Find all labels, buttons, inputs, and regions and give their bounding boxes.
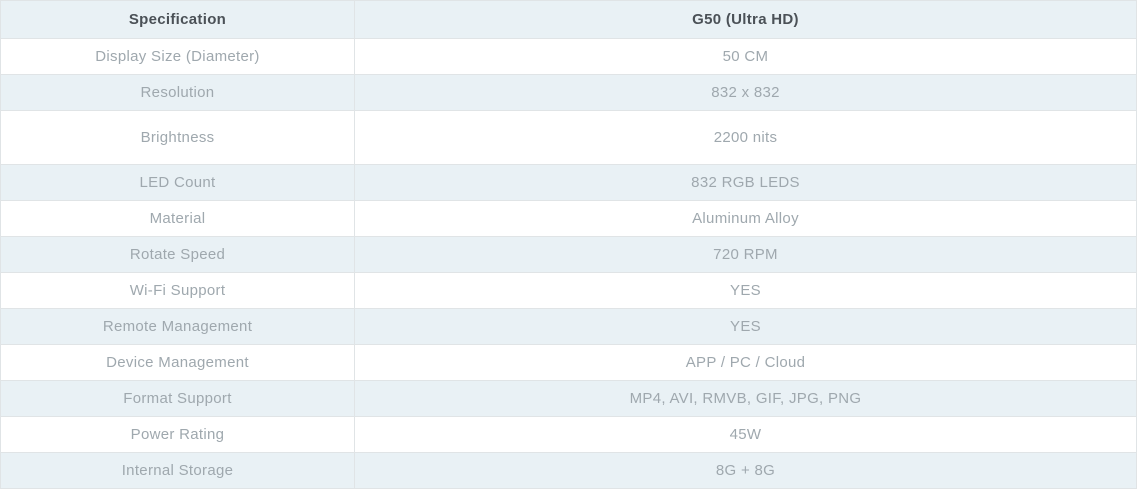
- table-row: Brightness 2200 nits: [0, 110, 1137, 165]
- value-cell: APP / PC / Cloud: [354, 344, 1137, 381]
- spec-cell: LED Count: [0, 164, 355, 201]
- value-cell: Aluminum Alloy: [354, 200, 1137, 237]
- table-row: Remote Management YES: [0, 308, 1137, 345]
- table-row: Power Rating 45W: [0, 416, 1137, 453]
- specification-table: Specification G50 (Ultra HD) Display Siz…: [0, 0, 1137, 489]
- value-cell: MP4, AVI, RMVB, GIF, JPG, PNG: [354, 380, 1137, 417]
- value-cell: 45W: [354, 416, 1137, 453]
- table-row: LED Count 832 RGB LEDS: [0, 164, 1137, 201]
- value-cell: 2200 nits: [354, 110, 1137, 165]
- value-cell: YES: [354, 308, 1137, 345]
- spec-cell: Material: [0, 200, 355, 237]
- table-row: Wi-Fi Support YES: [0, 272, 1137, 309]
- table-row: Rotate Speed 720 RPM: [0, 236, 1137, 273]
- spec-cell: Device Management: [0, 344, 355, 381]
- spec-cell: Brightness: [0, 110, 355, 165]
- value-cell: YES: [354, 272, 1137, 309]
- spec-cell: Display Size (Diameter): [0, 38, 355, 75]
- column-header-product: G50 (Ultra HD): [354, 0, 1137, 39]
- spec-cell: Rotate Speed: [0, 236, 355, 273]
- spec-cell: Format Support: [0, 380, 355, 417]
- value-cell: 832 x 832: [354, 74, 1137, 111]
- column-header-specification: Specification: [0, 0, 355, 39]
- spec-cell: Remote Management: [0, 308, 355, 345]
- spec-cell: Power Rating: [0, 416, 355, 453]
- table-row: Resolution 832 x 832: [0, 74, 1137, 111]
- spec-cell: Wi-Fi Support: [0, 272, 355, 309]
- table-row: Format Support MP4, AVI, RMVB, GIF, JPG,…: [0, 380, 1137, 417]
- value-cell: 720 RPM: [354, 236, 1137, 273]
- value-cell: 832 RGB LEDS: [354, 164, 1137, 201]
- table-row: Display Size (Diameter) 50 CM: [0, 38, 1137, 75]
- value-cell: 8G + 8G: [354, 452, 1137, 489]
- table-row: Internal Storage 8G + 8G: [0, 452, 1137, 489]
- table-row: Device Management APP / PC / Cloud: [0, 344, 1137, 381]
- spec-cell: Resolution: [0, 74, 355, 111]
- table-row: Material Aluminum Alloy: [0, 200, 1137, 237]
- table-header-row: Specification G50 (Ultra HD): [0, 0, 1137, 39]
- value-cell: 50 CM: [354, 38, 1137, 75]
- spec-cell: Internal Storage: [0, 452, 355, 489]
